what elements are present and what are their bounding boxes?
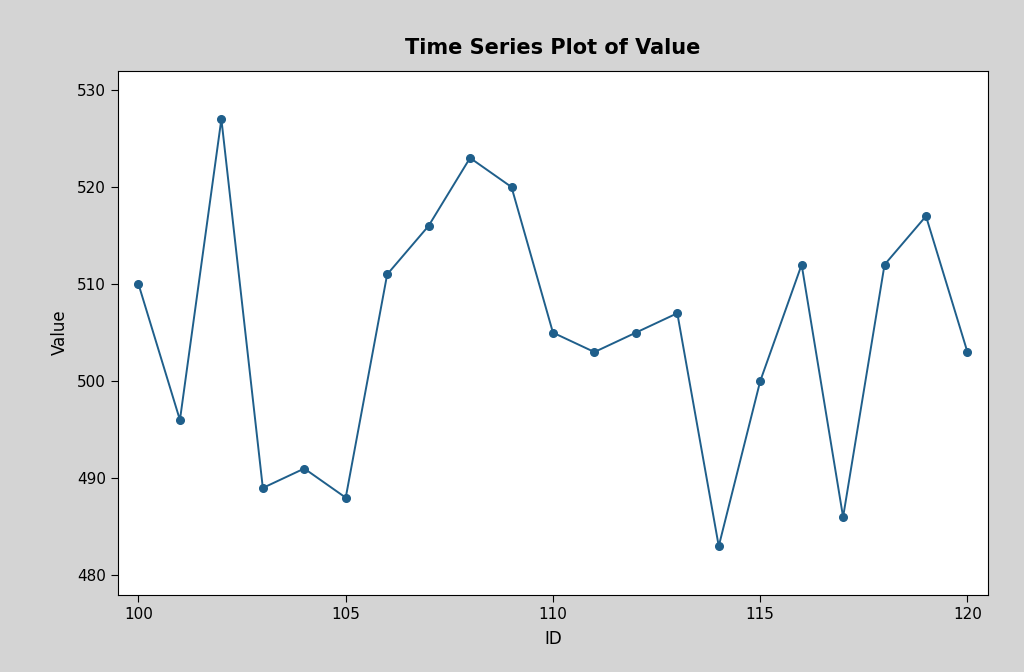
Title: Time Series Plot of Value: Time Series Plot of Value [406, 38, 700, 58]
X-axis label: ID: ID [544, 630, 562, 648]
Y-axis label: Value: Value [50, 310, 69, 355]
